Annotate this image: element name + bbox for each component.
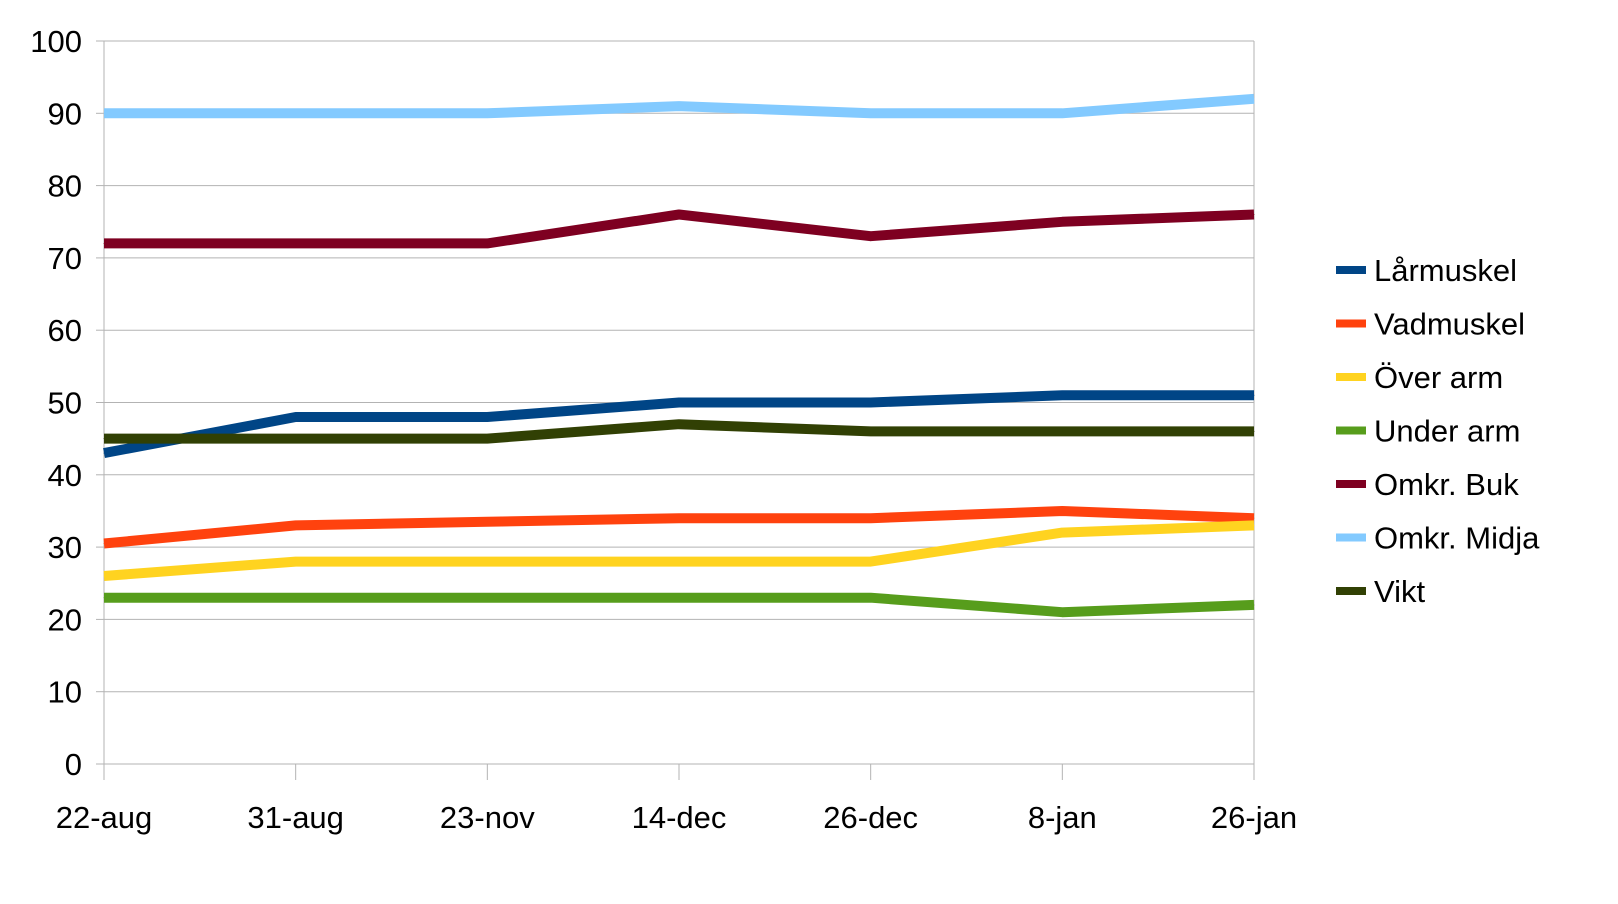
y-tick-label-2: 20: [48, 602, 82, 637]
data-point-2-5: [1061, 532, 1063, 534]
legend-label-3: Under arm: [1374, 414, 1520, 449]
data-point-1-0: [103, 542, 105, 544]
data-point-3-4: [870, 597, 872, 599]
series-lines: [103, 93, 1255, 618]
legend-label-5: Omkr. Midja: [1374, 521, 1540, 556]
legend-label-6: Vikt: [1374, 574, 1426, 609]
legend-swatch-6: [1336, 587, 1366, 595]
legend-swatch-4: [1336, 480, 1366, 488]
data-point-2-4: [870, 561, 872, 563]
series-line-2: [103, 520, 1255, 581]
data-point-1-6: [1253, 517, 1255, 519]
legend-swatch-0: [1336, 266, 1366, 274]
data-point-0-2: [486, 416, 488, 418]
legend-label-1: Vadmuskel: [1374, 307, 1525, 342]
legend-swatch-2: [1336, 373, 1366, 381]
data-point-3-2: [486, 597, 488, 599]
data-point-6-1: [295, 438, 297, 440]
data-point-6-6: [1253, 430, 1255, 432]
y-tick-label-4: 40: [48, 458, 82, 493]
series-line-3: [104, 592, 1255, 618]
data-point-6-4: [870, 430, 872, 432]
data-point-4-6: [1253, 214, 1255, 216]
data-point-3-3: [678, 597, 680, 599]
data-point-1-5: [1061, 510, 1063, 512]
data-point-5-0: [103, 112, 105, 114]
data-point-2-3: [678, 561, 680, 563]
x-tick-label-4: 26-dec: [823, 800, 918, 835]
data-point-0-1: [295, 416, 297, 418]
x-tick-label-1: 31-aug: [247, 800, 344, 835]
y-tick-label-7: 70: [48, 241, 82, 276]
legend-swatch-3: [1336, 426, 1366, 435]
data-point-4-4: [870, 235, 872, 237]
data-point-0-6: [1253, 394, 1255, 396]
data-point-6-5: [1061, 430, 1063, 432]
y-tick-label-10: 100: [30, 24, 82, 59]
y-tick-label-9: 90: [48, 96, 82, 131]
data-point-5-4: [870, 112, 872, 114]
data-point-4-5: [1061, 221, 1063, 223]
data-point-4-0: [103, 242, 105, 244]
legend-label-4: Omkr. Buk: [1374, 467, 1519, 502]
legend-swatch-5: [1336, 533, 1366, 542]
y-tick-label-3: 30: [48, 530, 82, 565]
y-tick-label-6: 60: [48, 313, 82, 348]
x-tick-label-5: 8-jan: [1028, 800, 1097, 835]
data-point-4-1: [295, 242, 297, 244]
y-tick-label-1: 10: [48, 675, 82, 710]
data-point-1-1: [295, 524, 297, 526]
data-point-0-4: [870, 402, 872, 403]
data-point-4-3: [678, 214, 680, 216]
data-point-5-2: [486, 112, 488, 114]
data-point-3-0: [103, 597, 105, 599]
legend: Lårmuskel Vadmuskel Över arm Under arm Omkr.…: [1336, 253, 1540, 609]
series-line-6: [104, 419, 1254, 444]
data-point-6-0: [103, 438, 105, 440]
legend-swatch-1: [1336, 319, 1366, 328]
data-point-4-2: [486, 242, 488, 244]
axes: [96, 40, 1255, 780]
y-tick-label-8: 80: [48, 169, 82, 204]
data-point-5-1: [295, 112, 297, 114]
y-tick-label-5: 50: [48, 386, 82, 421]
legend-label-0: Lårmuskel: [1374, 253, 1517, 288]
data-point-2-0: [103, 575, 105, 577]
data-point-6-3: [678, 423, 680, 425]
data-point-1-2: [486, 521, 488, 523]
tick-labels: 0 10 20 30 40 50 60 70 80 90 100 22-aug 31-aug 23-nov…: [30, 24, 1297, 835]
data-point-6-2: [486, 438, 488, 440]
data-point-1-3: [678, 517, 680, 519]
x-tick-label-6: 26-jan: [1211, 800, 1297, 835]
data-point-5-5: [1061, 112, 1063, 114]
legend-label-2: Över arm: [1374, 360, 1503, 395]
data-point-5-3: [678, 105, 680, 107]
data-point-5-6: [1253, 98, 1255, 100]
x-tick-label-3: 14-dec: [632, 800, 727, 835]
data-point-1-4: [870, 517, 872, 519]
data-point-2-2: [486, 561, 488, 563]
series-line-4: [104, 209, 1255, 249]
data-point-3-1: [295, 597, 297, 599]
x-tick-label-2: 23-nov: [440, 800, 535, 835]
data-point-3-6: [1253, 604, 1255, 606]
data-point-2-1: [295, 561, 297, 563]
data-point-0-5: [1061, 394, 1063, 396]
data-point-3-5: [1061, 611, 1063, 613]
x-tick-label-0: 22-aug: [56, 800, 153, 835]
y-tick-label-0: 0: [65, 747, 82, 782]
data-point-2-6: [1253, 524, 1255, 526]
data-point-0-0: [103, 452, 105, 454]
data-point-0-3: [678, 402, 680, 403]
